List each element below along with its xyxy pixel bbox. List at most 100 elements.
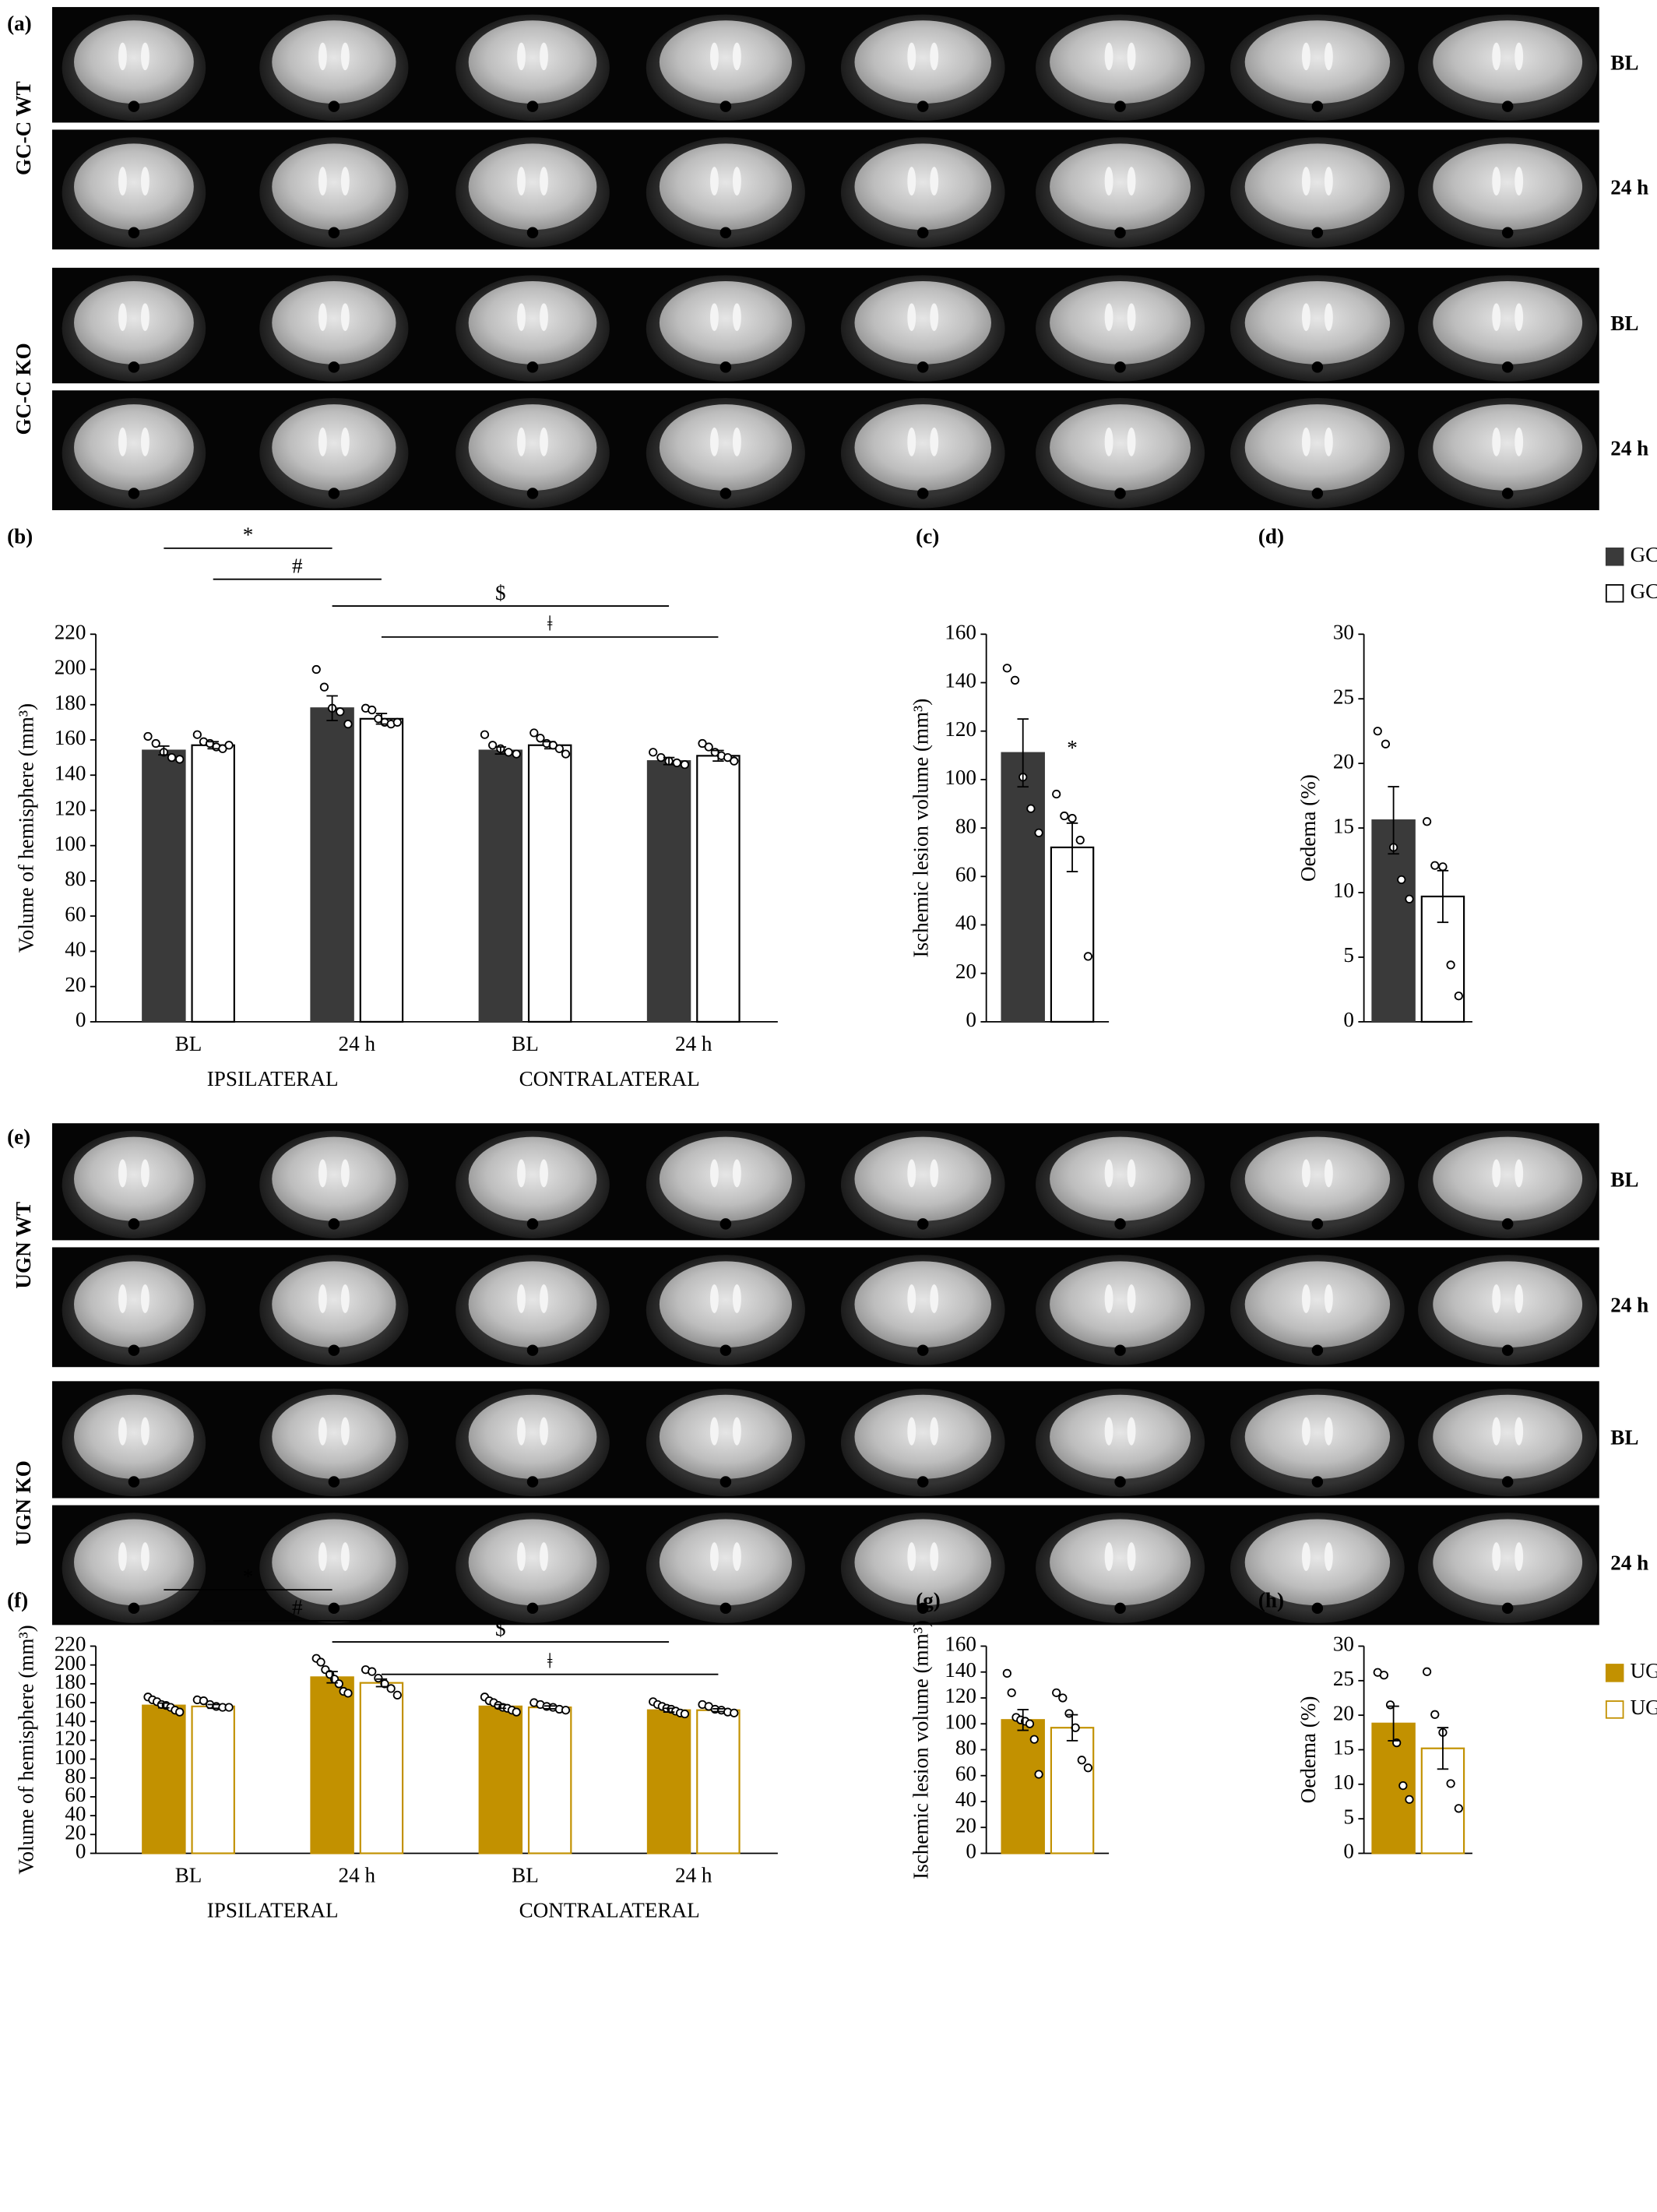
bar [696, 755, 741, 1023]
row-label: BL [1610, 1426, 1638, 1449]
panel-label: (d) [1258, 524, 1284, 548]
mri-ventricle [540, 1284, 548, 1313]
row-label: 24 h [1610, 1552, 1648, 1575]
mri-ventricle [340, 1542, 350, 1572]
mri-brain [659, 20, 792, 104]
mri-ventricle [318, 427, 327, 456]
mri-vessel [1311, 361, 1324, 373]
mri-vessel [1114, 361, 1126, 373]
bar [359, 717, 404, 1023]
data-point [1083, 1763, 1093, 1773]
data-point [1007, 1688, 1016, 1697]
significance-label: # [292, 1596, 303, 1619]
mri-ventricle [118, 427, 127, 456]
y-tick-label: 160 [945, 621, 976, 644]
mri-vessel [1501, 488, 1514, 499]
legend-label: GC-C WT [1631, 543, 1657, 566]
x-tick-label: 24 h [339, 1863, 376, 1886]
y-tick-label: 0 [1343, 1840, 1354, 1863]
y-tick-label: 80 [955, 814, 976, 837]
mri-ventricle [930, 42, 939, 71]
y-tick-label: 80 [65, 867, 86, 890]
data-point [1058, 1693, 1068, 1703]
mri-ventricle [1127, 1417, 1136, 1446]
data-point [1454, 992, 1463, 1001]
mri-ventricle [1515, 1417, 1524, 1446]
mri-vessel [128, 1344, 140, 1356]
y-tick-label: 10 [1333, 879, 1354, 902]
group-label: CONTRALATERAL [519, 1067, 700, 1090]
legend-swatch [1605, 584, 1624, 603]
bar [191, 744, 235, 1023]
mri-ventricle [1104, 1542, 1113, 1572]
mri-vessel [1114, 1602, 1126, 1615]
group-label: UGN KO [12, 1460, 35, 1545]
mri-vessel [1311, 1218, 1324, 1230]
bar [359, 1682, 404, 1854]
mri-vessel [1114, 227, 1126, 238]
mri-ventricle [907, 167, 916, 195]
mri-vessel [1501, 1476, 1514, 1488]
legend-label: UGN WT [1631, 1659, 1657, 1682]
y-tick-label: 200 [55, 656, 86, 679]
y-tick-label: 140 [55, 761, 86, 784]
mri-ventricle [1492, 1159, 1501, 1188]
mri-brain [854, 20, 991, 104]
mri-ventricle [732, 303, 741, 331]
data-point [343, 720, 353, 729]
y-tick-label: 160 [945, 1633, 976, 1656]
mri-ventricle [118, 1284, 127, 1313]
data-point [730, 756, 739, 766]
x-tick-label: BL [175, 1863, 202, 1886]
mri-vessel [526, 1476, 539, 1488]
bar [1001, 752, 1045, 1023]
data-point [1026, 804, 1036, 813]
data-point [680, 1709, 690, 1719]
error-bar [1017, 1709, 1029, 1731]
mri-brain [1244, 280, 1391, 365]
mri-ventricle [1127, 167, 1136, 195]
data-point [1002, 1668, 1011, 1678]
mri-ventricle [1515, 1284, 1524, 1313]
mri-vessel [328, 1218, 340, 1230]
mri-ventricle [1492, 1284, 1501, 1313]
mri-vessel [526, 1344, 539, 1356]
mri-vessel [526, 1218, 539, 1230]
x-tick-label: 24 h [675, 1032, 712, 1055]
error-bar [544, 741, 556, 750]
y-tick-label: 100 [945, 1710, 976, 1733]
y-tick-label: 20 [1333, 749, 1354, 773]
panel-label: (b) [7, 524, 33, 548]
data-point [1446, 1779, 1455, 1788]
y-axis-label: Ischemic lesion volume (mm³) [909, 1620, 932, 1879]
mri-brain [659, 143, 792, 231]
y-tick-label: 60 [955, 863, 976, 886]
data-point [334, 1679, 343, 1689]
mri-brain [1050, 143, 1191, 231]
mri-brain [74, 1394, 194, 1479]
x-tick-label: 24 h [339, 1032, 376, 1055]
data-point [504, 748, 513, 757]
y-tick-label: 0 [966, 1008, 976, 1031]
significance-label: ǂ [547, 612, 553, 636]
significance-label: $ [495, 581, 506, 604]
mri-vessel [128, 1476, 140, 1488]
bar [1420, 895, 1465, 1023]
bar [646, 1709, 691, 1854]
mri-brain [1050, 1394, 1191, 1479]
error-bar [494, 1703, 507, 1710]
mri-ventricle [710, 42, 719, 71]
mri-brain [468, 1519, 597, 1606]
mri-ventricle [118, 1542, 127, 1572]
data-point [561, 1706, 571, 1715]
bar [478, 749, 523, 1023]
error-bar [712, 1707, 724, 1713]
mri-ventricle [118, 167, 127, 195]
data-point [1397, 875, 1406, 885]
data-point [1068, 814, 1077, 823]
data-point [368, 1667, 377, 1676]
significance-label: * [243, 523, 254, 547]
error-bar [1388, 786, 1399, 855]
data-point [1052, 1688, 1061, 1697]
